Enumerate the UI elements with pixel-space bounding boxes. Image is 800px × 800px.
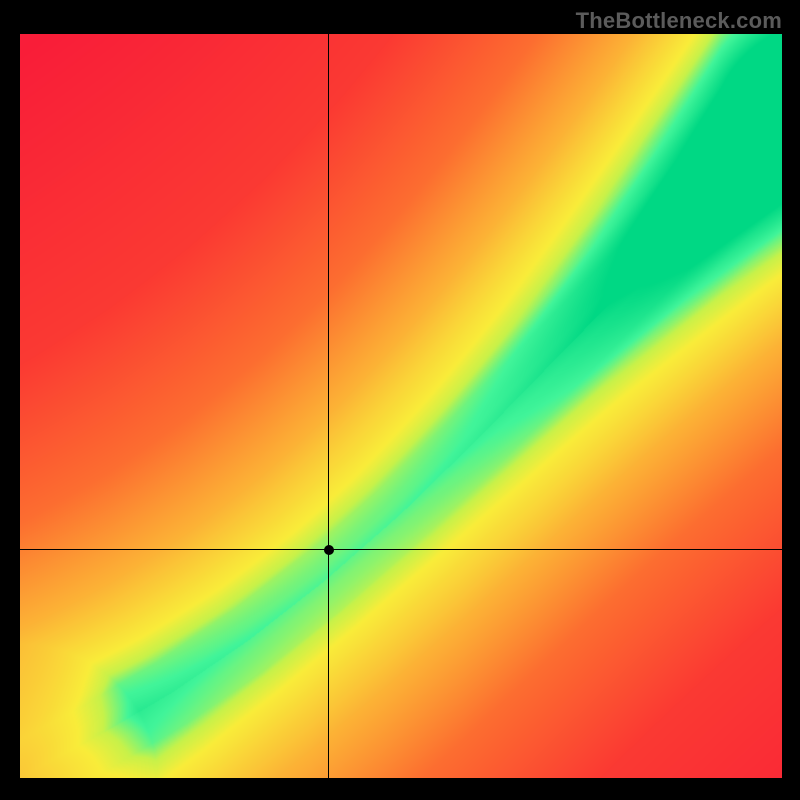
crosshair-horizontal [20, 549, 782, 550]
crosshair-marker [324, 545, 334, 555]
crosshair-vertical [328, 34, 329, 778]
heatmap-canvas [20, 34, 782, 778]
plot-area [20, 34, 782, 778]
watermark-text: TheBottleneck.com [576, 8, 782, 34]
